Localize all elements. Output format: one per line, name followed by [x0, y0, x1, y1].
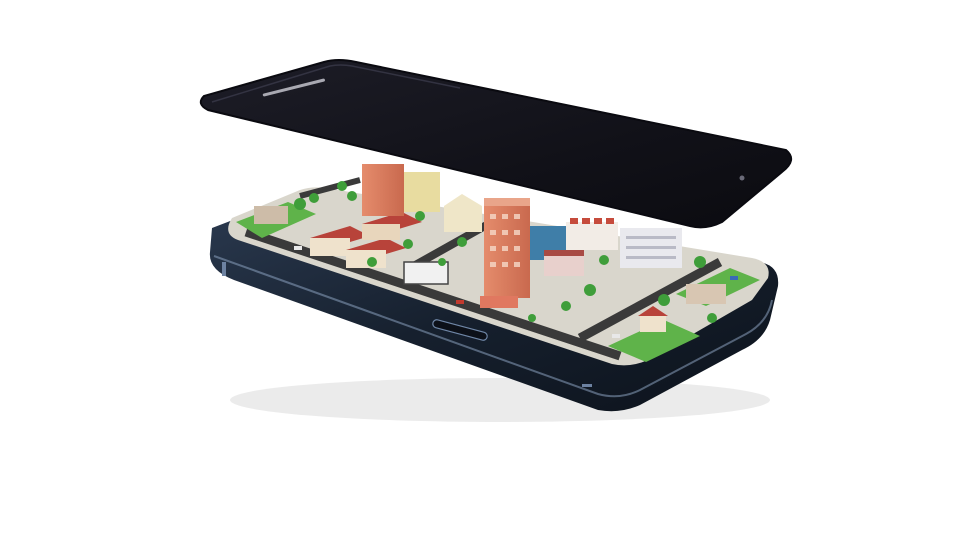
road [299, 177, 361, 199]
factory-roof [570, 218, 614, 224]
houses [310, 212, 422, 268]
frame-highlight [213, 255, 773, 398]
screen-gloss [211, 64, 461, 103]
building [403, 261, 449, 285]
house-roof [638, 306, 668, 316]
building [404, 172, 440, 212]
miniature-city [228, 164, 769, 366]
shadow [230, 378, 770, 422]
side-button [222, 262, 226, 276]
windows [626, 236, 676, 259]
floating-screen [199, 59, 793, 229]
tower-back [362, 164, 404, 216]
road [577, 258, 723, 342]
shop-roof [544, 250, 584, 256]
home-button-icon [432, 319, 488, 341]
camera-lens-icon [739, 175, 745, 181]
building [254, 206, 288, 224]
tower-center [480, 198, 530, 308]
cars [294, 246, 738, 338]
shop [544, 254, 584, 276]
trees [294, 181, 717, 323]
building [444, 194, 482, 232]
factory [566, 222, 618, 250]
screen-glass [199, 59, 793, 229]
road [244, 227, 622, 361]
house [686, 284, 726, 304]
side-button [582, 384, 592, 387]
house [640, 316, 666, 332]
grass-patch [608, 320, 700, 362]
speaker-slot [262, 78, 325, 97]
